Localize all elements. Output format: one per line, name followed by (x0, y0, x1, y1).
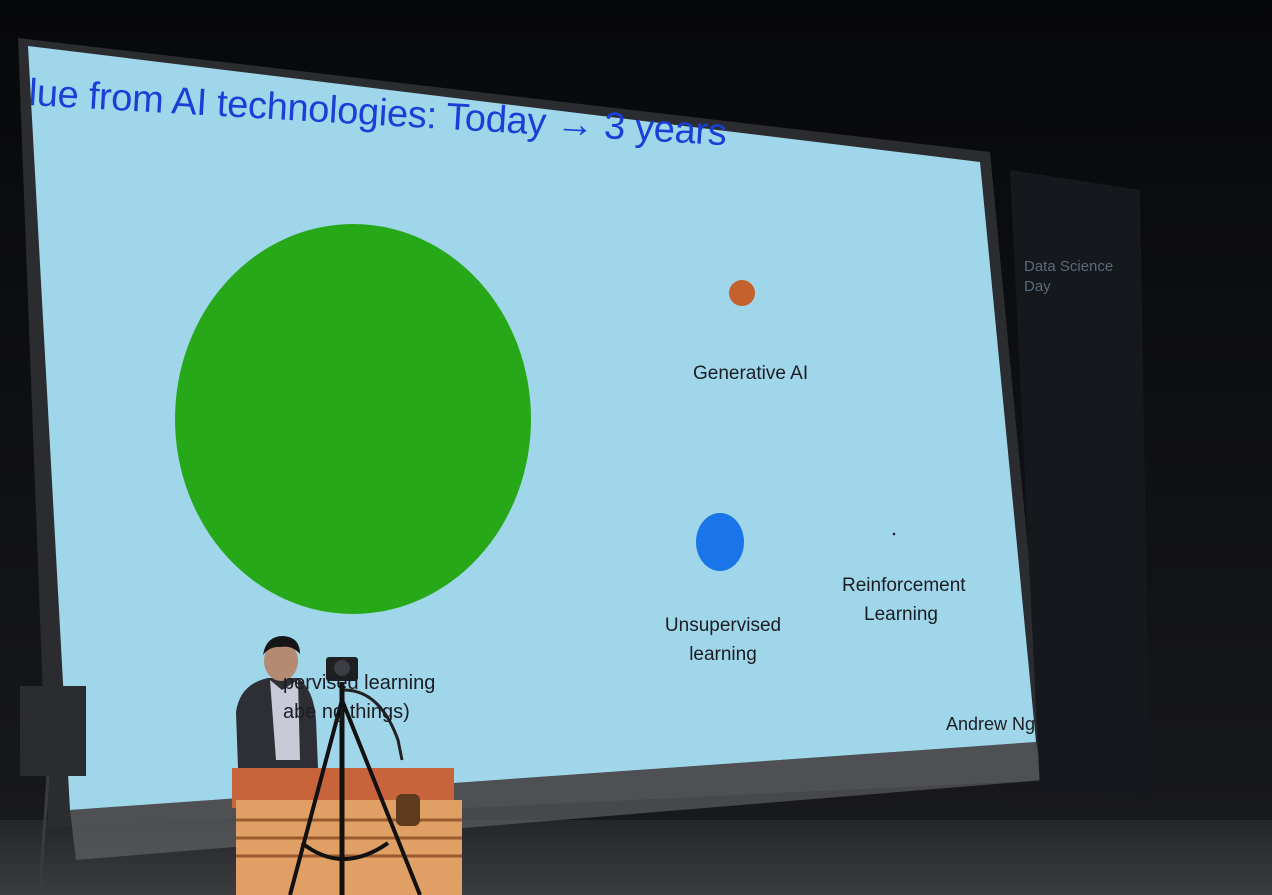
banner-event-name: Data Science Day (1024, 257, 1113, 297)
banner-line2: Day (1024, 278, 1051, 295)
unsupervised-learning-label: Unsupervised learning (663, 611, 783, 669)
microphone (343, 688, 404, 761)
banner-line1: Data Science (1024, 258, 1114, 275)
speaker-monitor (20, 686, 86, 776)
unsupervised-label-line1: Unsupervised (664, 615, 782, 636)
unsupervised-label-line2: learning (689, 644, 757, 665)
monitor-stand (38, 775, 50, 891)
generative-ai-label: Generative AI (693, 363, 809, 384)
reinforcement-label-line2: Learning (864, 604, 938, 625)
supervised-learning-bubble (175, 224, 531, 614)
side-banner (1010, 170, 1150, 800)
tripod-camera (288, 657, 422, 895)
generative-ai-bubble (729, 280, 755, 306)
reinforcement-label-line1: Reinforcement (842, 575, 966, 596)
unsupervised-learning-bubble (696, 513, 744, 571)
supervised-label-line2: abe ng things) (283, 701, 410, 723)
reinforcement-learning-bubble (892, 532, 896, 536)
slide-author: Andrew Ng (946, 714, 1036, 734)
presenter (236, 636, 318, 768)
supervised-learning-label: pervised learning abe ng things) (283, 669, 435, 727)
slide-surface (28, 46, 1036, 810)
podium (232, 768, 462, 895)
reinforcement-learning-label: Reinforcement Learning (842, 571, 966, 629)
supervised-label-line1: pervised learning (283, 672, 436, 694)
